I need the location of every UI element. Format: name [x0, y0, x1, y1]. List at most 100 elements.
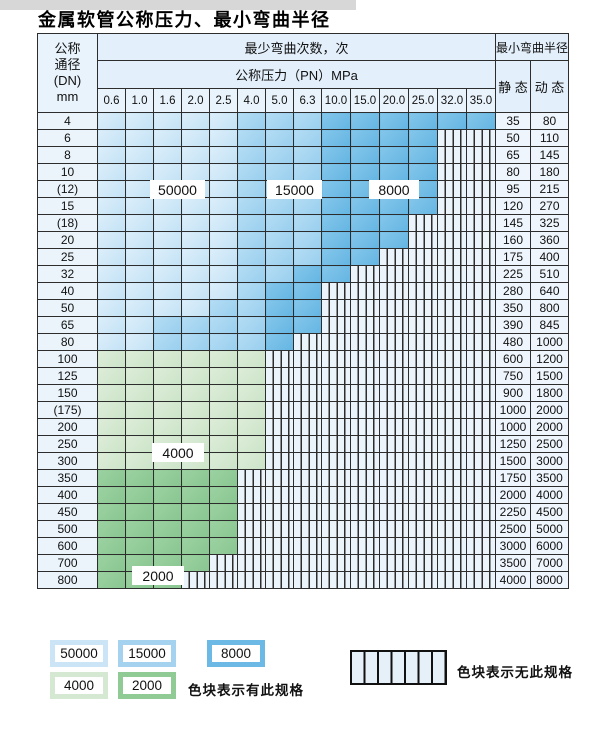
spec-cell [181, 282, 210, 300]
no-spec-cell [321, 333, 351, 351]
dn-cell: 450 [37, 503, 98, 521]
spec-cell [293, 146, 322, 164]
spec-cell [125, 316, 154, 334]
cycle-count-label: 4000 [152, 443, 204, 462]
spec-cell [265, 197, 294, 215]
no-spec-cell [437, 333, 467, 351]
spec-cell [379, 146, 409, 164]
spec-cell [181, 520, 210, 538]
spec-cell [293, 197, 322, 215]
spec-cell [181, 554, 210, 572]
spec-cell [379, 129, 409, 147]
dynamic-value-cell: 325 [529, 214, 570, 232]
spec-cell [209, 486, 238, 504]
no-spec-cell [466, 129, 496, 147]
spec-cell [181, 503, 210, 521]
dynamic-col-header: 动 态 [529, 60, 570, 113]
no-spec-cell [466, 537, 496, 555]
dn-cell: 40 [37, 282, 98, 300]
no-spec-cell [321, 537, 351, 555]
pn-value-header: 2.0 [181, 88, 210, 113]
no-spec-cell [408, 452, 438, 470]
table-row: 20 160 360 [37, 231, 570, 249]
no-spec-cell [321, 435, 351, 453]
no-spec-cell [466, 333, 496, 351]
spec-cell [153, 367, 182, 385]
dynamic-value-cell: 7000 [529, 554, 570, 572]
pn-value-header: 2.5 [209, 88, 238, 113]
spec-cell [125, 299, 154, 317]
spec-cell [153, 146, 182, 164]
no-spec-cell [379, 537, 409, 555]
spec-cell [153, 197, 182, 215]
no-spec-cell [265, 571, 294, 589]
no-spec-cell [466, 401, 496, 419]
no-spec-cell [466, 435, 496, 453]
no-spec-cell [437, 350, 467, 368]
no-spec-cell [437, 367, 467, 385]
spec-cell [125, 367, 154, 385]
no-spec-cell [265, 401, 294, 419]
no-spec-cell [350, 520, 380, 538]
spec-cell [209, 282, 238, 300]
no-spec-cell [408, 503, 438, 521]
spec-table-wrap: 公称 通径 (DN) mm 最少弯曲次数，次 最小弯曲半径 公称压力（PN）MP… [37, 33, 570, 589]
dynamic-value-cell: 3000 [529, 452, 570, 470]
dynamic-value-cell: 270 [529, 197, 570, 215]
dynamic-value-cell: 110 [529, 129, 570, 147]
no-spec-cell [237, 571, 266, 589]
no-spec-cell [379, 401, 409, 419]
table-row: 125 750 1500 [37, 367, 570, 385]
table-row: 800 4000 8000 [37, 571, 570, 589]
no-spec-cell [350, 537, 380, 555]
no-spec-cell [209, 571, 238, 589]
pn-value-header: 0.6 [97, 88, 126, 113]
no-spec-cell [350, 418, 380, 436]
no-spec-cell [408, 520, 438, 538]
no-spec-cell [466, 503, 496, 521]
spec-cell [209, 350, 238, 368]
no-spec-cell [437, 486, 467, 504]
static-value-cell: 600 [495, 350, 531, 368]
no-spec-cell [379, 367, 409, 385]
no-spec-cell [408, 401, 438, 419]
no-spec-cell [265, 469, 294, 487]
spec-cell [153, 282, 182, 300]
spec-cell [97, 333, 126, 351]
static-value-cell: 35 [495, 112, 531, 130]
spec-cell [237, 112, 266, 130]
no-spec-cell [350, 486, 380, 504]
dn-header-cell: 公称 通径 (DN) mm [37, 33, 98, 113]
dn-cell: 32 [37, 265, 98, 283]
cycle-count-label: 2000 [132, 566, 184, 585]
pn-value-header: 5.0 [265, 88, 294, 113]
spec-cell [209, 316, 238, 334]
no-spec-cell [350, 282, 380, 300]
spec-cell [181, 537, 210, 555]
spec-cell [209, 180, 238, 198]
spec-cell [153, 503, 182, 521]
no-spec-cell [321, 418, 351, 436]
no-spec-cell [265, 537, 294, 555]
no-spec-cell [437, 197, 467, 215]
spec-cell [181, 401, 210, 419]
no-spec-cell [437, 265, 467, 283]
spec-cell [350, 129, 380, 147]
no-spec-cell [321, 282, 351, 300]
no-spec-cell [466, 214, 496, 232]
dn-cell: 25 [37, 248, 98, 266]
no-spec-cell [408, 435, 438, 453]
spec-cell [466, 112, 496, 130]
spec-cell [97, 520, 126, 538]
static-value-cell: 1250 [495, 435, 531, 453]
no-spec-cell [466, 469, 496, 487]
static-value-cell: 1750 [495, 469, 531, 487]
spec-cell [153, 486, 182, 504]
no-spec-cell [437, 571, 467, 589]
no-spec-cell [408, 299, 438, 317]
spec-cell [265, 231, 294, 249]
dn-cell: (12) [37, 180, 98, 198]
no-spec-cell [293, 452, 322, 470]
spec-cell [350, 197, 380, 215]
legend-swatch-label: 50000 [55, 645, 103, 662]
